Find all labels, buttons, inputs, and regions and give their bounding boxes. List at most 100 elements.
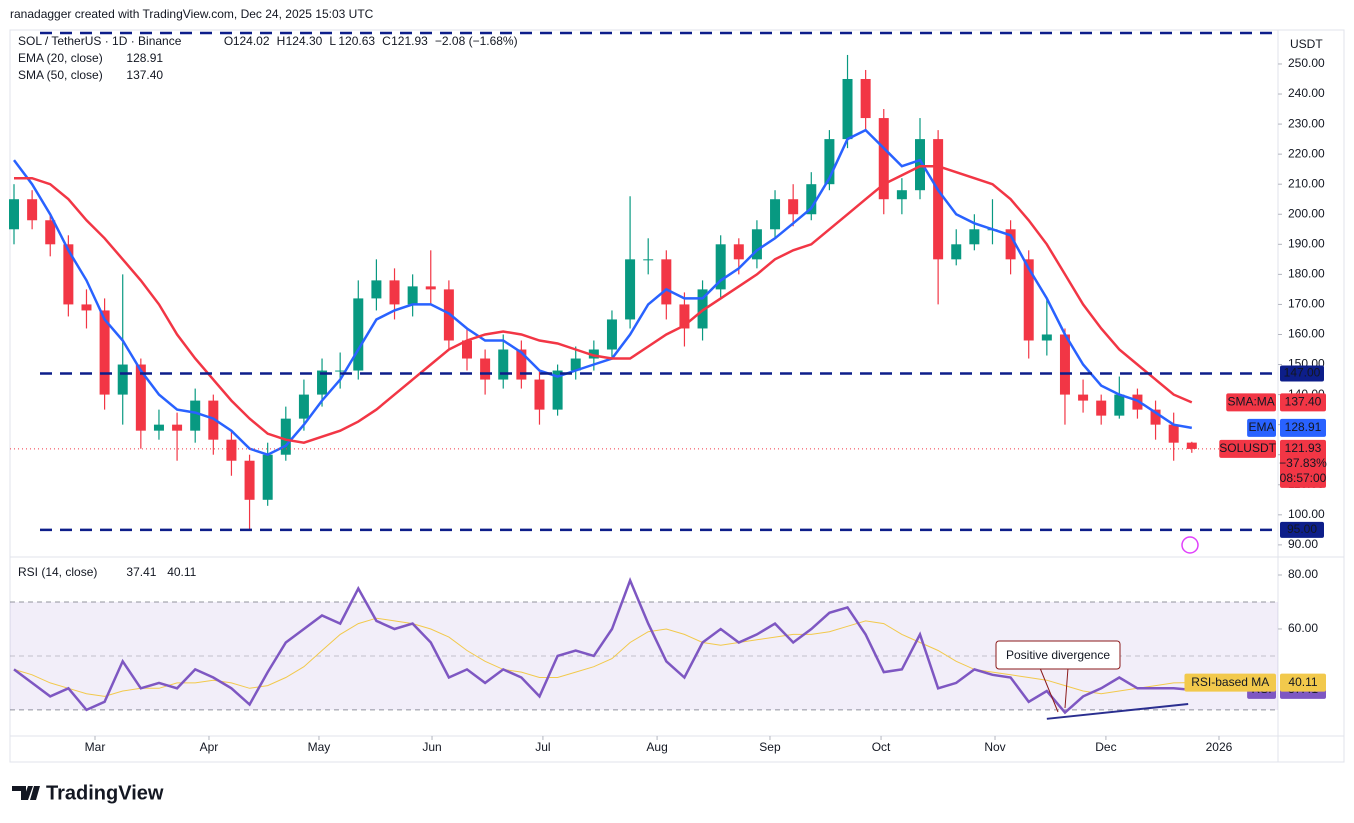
- candle-body: [661, 259, 672, 305]
- series-line: [14, 164, 1193, 444]
- candle-body: [896, 190, 907, 200]
- candle-body: [552, 370, 563, 410]
- x-tick-label: Oct: [872, 740, 891, 754]
- ohlc-key: O: [224, 34, 233, 48]
- ohlc-value: 124.30: [286, 34, 323, 48]
- ohlc-value: 121.93: [391, 34, 428, 48]
- candle-body: [63, 244, 74, 305]
- candle-body: [679, 304, 690, 329]
- candle-body: [824, 139, 835, 185]
- x-tick-label: Dec: [1095, 740, 1116, 754]
- candle-body: [208, 400, 219, 440]
- candle-body: [190, 400, 201, 431]
- badge-extra: 08:57:00: [1280, 471, 1327, 485]
- badge-label: EMA: [1249, 420, 1275, 434]
- logo: TradingView: [12, 782, 164, 804]
- badge-label-box: [1226, 393, 1276, 412]
- badge-value-box: [1280, 418, 1326, 437]
- x-tick-label: Aug: [646, 740, 667, 754]
- candle-body: [81, 304, 92, 311]
- candle-body: [1059, 334, 1070, 395]
- series-line: [13, 617, 1192, 697]
- candle-body: [1186, 442, 1197, 449]
- badge-label-box: [1184, 673, 1276, 692]
- candle-body: [135, 364, 146, 431]
- legend-value: 137.40: [126, 68, 163, 82]
- rsi-title: RSI (14, close): [18, 565, 97, 579]
- level-badge: [1280, 521, 1324, 538]
- badge-value-box: [1280, 439, 1326, 488]
- candle-body: [1150, 409, 1161, 425]
- candle-body: [317, 370, 328, 395]
- candle-body: [407, 286, 418, 305]
- ohlc-value: 120.63: [338, 34, 375, 48]
- candle-body: [860, 78, 871, 119]
- level-badge: [1280, 365, 1324, 382]
- candle-body: [335, 370, 346, 372]
- badge-label: SMA:MA: [1227, 395, 1274, 409]
- candle-body: [570, 358, 581, 371]
- legend-name: SMA (50, close): [18, 68, 103, 82]
- candle-body: [1005, 229, 1016, 260]
- candle-body: [27, 199, 38, 221]
- rsi-legend-value: 37.41: [126, 565, 156, 579]
- legend-name: EMA (20, close): [18, 51, 103, 65]
- chart-title: SOL / TetherUS · 1D · Binance: [18, 34, 182, 48]
- candle-body: [45, 220, 56, 245]
- divergence-line: [1046, 702, 1189, 720]
- candle-body: [298, 394, 309, 419]
- candle-body: [1078, 394, 1089, 401]
- y-tick-label: 100.00: [1288, 507, 1325, 521]
- candle-body: [462, 340, 472, 359]
- candle-body: [353, 298, 364, 371]
- candle-body: [280, 418, 291, 455]
- badge-value: 40.11: [1288, 675, 1317, 689]
- y-tick-label: 170.00: [1288, 297, 1325, 311]
- candle-body: [9, 199, 19, 230]
- candle-body: [643, 259, 654, 261]
- x-tick-label: Jul: [535, 740, 550, 754]
- y-tick-label: 210.00: [1288, 176, 1325, 190]
- candle-body: [1114, 394, 1125, 416]
- series-line: [13, 577, 1192, 715]
- badge-extra: −37.83%: [1279, 456, 1327, 470]
- candle-body: [117, 364, 128, 395]
- y-tick-label: 90.00: [1288, 537, 1318, 551]
- candle-body: [244, 460, 255, 500]
- rsi-legend-value: 40.11: [167, 565, 196, 579]
- badge-value-box: [1280, 673, 1326, 692]
- candle-body: [842, 78, 853, 140]
- badge-label-box: [1219, 439, 1276, 458]
- candle-body: [733, 244, 744, 260]
- candle-body: [389, 280, 400, 305]
- badge-value: 137.40: [1285, 395, 1322, 409]
- candle-body: [751, 229, 762, 260]
- credit: ranadagger created with TradingView.com,…: [10, 7, 374, 21]
- candle-body: [788, 199, 799, 215]
- candle-body: [969, 229, 980, 245]
- candle-body: [933, 139, 944, 260]
- candle-body: [516, 349, 527, 380]
- change: −2.08 (−1.68%): [435, 34, 518, 48]
- level-label: 95.00: [1287, 522, 1317, 536]
- badge-value-box: [1280, 393, 1326, 412]
- candle-body: [480, 358, 491, 380]
- candle-body: [226, 439, 237, 461]
- ohlc-key: L: [329, 34, 336, 48]
- legend-value: 128.91: [126, 51, 163, 65]
- badge-value: 121.93: [1285, 441, 1322, 455]
- candle-body: [172, 424, 183, 431]
- candle-body: [1168, 424, 1179, 443]
- candle-body: [99, 310, 110, 395]
- divergence-label: Positive divergence: [1006, 648, 1110, 662]
- candle-body: [715, 244, 726, 290]
- candle-body: [534, 379, 545, 410]
- x-tick-label: Sep: [759, 740, 781, 754]
- candle-body: [153, 424, 164, 431]
- x-tick-label: Apr: [200, 740, 219, 754]
- y-tick-label: 240.00: [1288, 86, 1325, 100]
- y-tick-label: 250.00: [1288, 56, 1325, 70]
- badge-label-box: [1247, 418, 1276, 437]
- brand: TradingView: [46, 782, 164, 804]
